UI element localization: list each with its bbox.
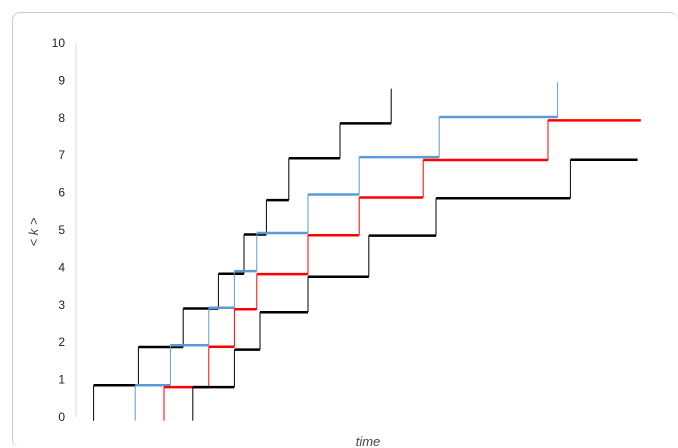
y-tick-label: 4: [58, 260, 65, 274]
y-tick-label: 10: [52, 36, 66, 50]
y-tick-label: 6: [58, 186, 65, 200]
x-axis-label: time: [356, 434, 381, 448]
y-tick-label: 3: [58, 298, 65, 312]
y-tick-label: 0: [58, 410, 65, 424]
y-tick-label: 9: [58, 73, 65, 87]
y-tick-labels: 0 1 2 3 4 5 6 7 8 9 10: [52, 36, 66, 424]
y-tick-label: 8: [58, 111, 65, 125]
y-tick-label: 5: [58, 223, 65, 237]
series-layer: [93, 82, 641, 421]
y-axis-label: < k >: [26, 217, 41, 246]
y-tick-label: 2: [58, 335, 65, 349]
y-tick-label: 7: [58, 148, 65, 162]
y-tick-label: 1: [58, 373, 65, 387]
chart-frame: [12, 12, 678, 448]
